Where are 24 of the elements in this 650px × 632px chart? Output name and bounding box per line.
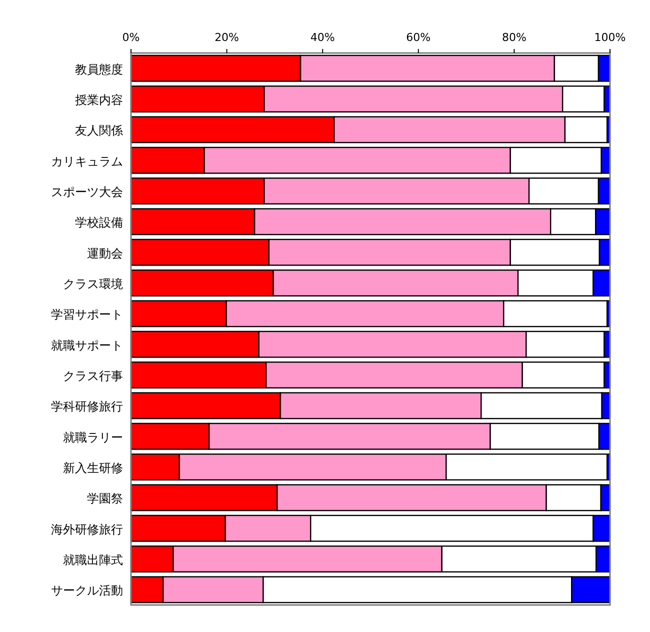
x-tick-label: 60% bbox=[406, 31, 431, 44]
y-tick-label: 就職サポート bbox=[51, 338, 123, 352]
y-tick-label: クラス環境 bbox=[63, 277, 123, 291]
x-tick-label: 20% bbox=[214, 31, 240, 44]
y-tick-label: クラス行事 bbox=[63, 369, 123, 383]
x-tick-label: 40% bbox=[310, 31, 335, 44]
y-tick-label: スポーツ大会 bbox=[51, 185, 123, 199]
y-tick-label: 就職出陣式 bbox=[63, 553, 123, 567]
y-tick-label: 海外研修旅行 bbox=[51, 522, 123, 536]
y-tick-label: サークル活動 bbox=[51, 584, 123, 598]
x-tick-label: 100% bbox=[594, 31, 626, 44]
x-tick-label: 80% bbox=[502, 31, 526, 44]
y-tick-label: 学科研修旅行 bbox=[51, 400, 123, 414]
y-tick-label: 教員態度 bbox=[75, 62, 123, 76]
y-tick-label: 運動会 bbox=[87, 246, 123, 260]
y-tick-label: カリキュラム bbox=[51, 154, 123, 168]
y-tick-label: 授業内容 bbox=[75, 93, 123, 107]
y-tick-label: 友人関係 bbox=[75, 124, 123, 138]
y-tick-label: 学習サポート bbox=[51, 308, 123, 322]
y-tick-label: 新入生研修 bbox=[63, 461, 123, 475]
y-tick-label: 学園祭 bbox=[87, 492, 123, 506]
y-tick-label: 就職ラリー bbox=[63, 430, 123, 444]
y-tick-label: 学校設備 bbox=[75, 216, 123, 230]
x-tick-label: 0% bbox=[122, 31, 140, 44]
